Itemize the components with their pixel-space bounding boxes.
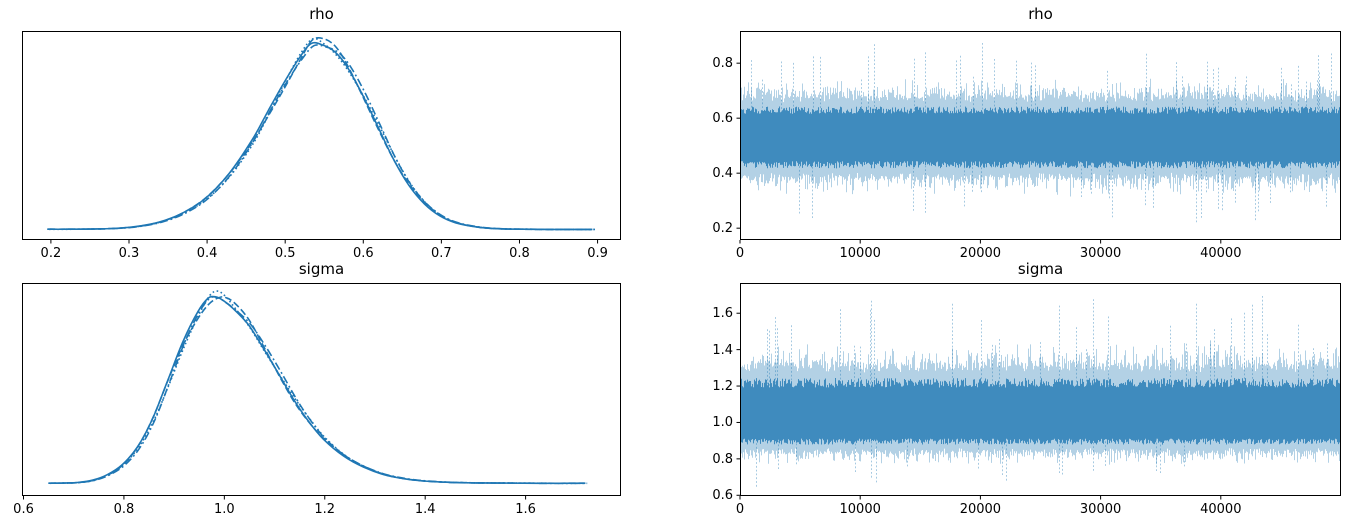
rho-trace-x-tick-label: 30000 (1079, 246, 1122, 261)
sigma-density-chain-1-line (49, 296, 586, 485)
sigma-trace-title: sigma (1017, 260, 1064, 278)
sigma-density-plot (22, 283, 621, 500)
rho-trace-series (740, 43, 1341, 223)
rho-trace-plot (736, 31, 1341, 244)
sigma-trace-y-tick-label: 1.4 (712, 342, 733, 358)
sigma-trace-x-tick-label: 40000 (1200, 502, 1242, 517)
sigma-density-x-tick-label: 1.4 (414, 502, 436, 517)
rho-trace-y-tick-label: 0.2 (712, 221, 733, 237)
rho-density-x-tick-label: 0.8 (509, 246, 530, 261)
rho-density-x-tick-label: 0.3 (118, 246, 140, 261)
rho-density-title: rho (309, 5, 334, 23)
sigma-trace-series (740, 296, 1341, 487)
sigma-density-x-tick-label: 1.2 (314, 502, 336, 517)
rho-density-x-tick-label: 0.2 (40, 246, 62, 261)
sigma-trace-plot (736, 283, 1341, 500)
sigma-trace-y-tick-label: 0.8 (712, 451, 733, 467)
rho-trace-y-tick-label: 0.4 (712, 166, 733, 182)
sigma-density-chain-0-line (48, 295, 585, 485)
rho-trace-band-core (740, 106, 1341, 169)
rho-density-frame (22, 31, 621, 240)
rho-density-chain-1-line (48, 36, 594, 231)
sigma-trace-x-tick-label: 0 (735, 502, 745, 517)
rho-density-chain-2-line (48, 37, 595, 231)
rho-density-x-tick-label: 0.6 (352, 246, 374, 261)
sigma-trace-x-tick-label: 20000 (959, 502, 1002, 517)
sigma-trace-y-tick-label: 1.0 (712, 415, 733, 431)
rho-density-x-tick-label: 0.9 (587, 246, 608, 261)
rho-trace-x-tick-label: 0 (735, 246, 745, 261)
sigma-trace-band-spikes (756, 296, 1328, 487)
sigma-trace-x-tick-label: 30000 (1079, 502, 1122, 517)
sigma-density-chain-2-line (50, 290, 587, 485)
sigma-trace-y-tick-label: 1.6 (712, 306, 733, 322)
axes-sigma-trace (736, 283, 1341, 500)
rho-trace-y-tick-label: 0.6 (712, 111, 733, 127)
rho-density-x-tick-label: 0.4 (196, 246, 218, 261)
axes-rho-density (22, 31, 621, 244)
rho-density-chain-0-line (47, 41, 593, 231)
rho-density-plot (22, 31, 621, 244)
sigma-density-x-tick-label: 1.6 (515, 502, 536, 517)
sigma-density-series (48, 290, 588, 485)
sigma-density-chain-3-line (50, 295, 588, 485)
rho-density-x-tick-label: 0.5 (274, 246, 296, 261)
axes-rho-trace (736, 31, 1341, 244)
sigma-trace-x-tick-label: 10000 (839, 502, 881, 517)
rho-density-chain-3-line (49, 44, 595, 231)
sigma-density-x-tick-label: 1.0 (214, 502, 235, 517)
rho-trace-band-spikes (751, 43, 1332, 223)
rho-trace-frame (740, 31, 1341, 240)
sigma-trace-y-tick-label: 1.2 (712, 379, 733, 395)
rho-trace-title: rho (1028, 5, 1053, 23)
sigma-trace-frame (740, 283, 1341, 496)
rho-density-x-tick-label: 0.7 (431, 246, 452, 261)
rho-trace-x-tick-label: 10000 (839, 246, 881, 261)
rho-density-series (47, 36, 595, 231)
rho-trace-y-tick-label: 0.8 (712, 56, 733, 72)
axes-sigma-density (22, 283, 621, 500)
sigma-trace-y-tick-label: 0.6 (712, 488, 733, 504)
rho-trace-x-tick-label: 40000 (1200, 246, 1242, 261)
sigma-density-title: sigma (298, 260, 345, 278)
sigma-trace-band-core (740, 378, 1341, 445)
sigma-density-x-tick-label: 0.6 (13, 502, 34, 517)
sigma-density-frame (22, 283, 621, 496)
rho-trace-x-tick-label: 20000 (959, 246, 1002, 261)
sigma-density-x-tick-label: 0.8 (113, 502, 135, 517)
